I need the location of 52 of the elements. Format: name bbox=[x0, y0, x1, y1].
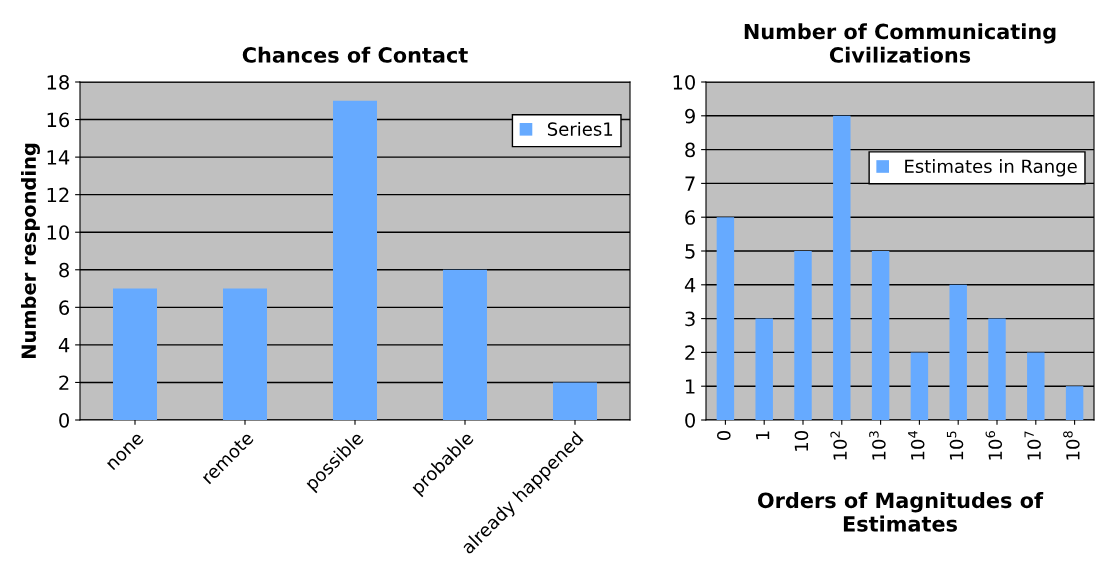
x-tick-label: 10$^{3}$ bbox=[869, 431, 886, 460]
y-tick-label: 8 bbox=[59, 262, 69, 278]
chart-title: Chances of Contact bbox=[242, 46, 468, 63]
y-tick-label: 14 bbox=[47, 150, 70, 165]
y-tick-label: 1 bbox=[686, 379, 695, 394]
y-tick-label: 7 bbox=[685, 176, 695, 191]
y-tick-label: 10 bbox=[673, 74, 695, 90]
y-tick-label: 4 bbox=[684, 278, 696, 293]
x-tick-label: 10$^{8}$ bbox=[1063, 431, 1080, 460]
x-tick-label: 10$^{7}$ bbox=[1024, 431, 1041, 460]
y-tick-label: 2 bbox=[59, 375, 69, 390]
y-tick-label: 0 bbox=[59, 412, 69, 428]
x-tick-label: 10$^{2}$ bbox=[830, 431, 847, 460]
x-tick-label: 10$^{4}$ bbox=[908, 431, 925, 460]
x-tick-label: 10 bbox=[794, 430, 809, 451]
x-tick-label: 10$^{6}$ bbox=[985, 431, 1003, 460]
y-tick-label: 3 bbox=[685, 311, 695, 327]
y-tick-label: 9 bbox=[685, 108, 695, 124]
bar bbox=[910, 352, 929, 420]
y-axis-title: Number responding bbox=[21, 143, 40, 359]
chart-title: Number of Communicating Civilizations bbox=[744, 23, 1056, 63]
y-tick-label: 0 bbox=[685, 412, 695, 428]
x-tick-label: 1 bbox=[756, 431, 770, 440]
y-tick-label: 5 bbox=[685, 244, 695, 259]
y-tick-label: 12 bbox=[47, 187, 69, 203]
legend-label: Series1 bbox=[547, 121, 613, 136]
x-tick-label: 0 bbox=[716, 430, 731, 441]
bar bbox=[949, 284, 967, 420]
y-tick-label: 16 bbox=[47, 112, 70, 128]
bar bbox=[716, 217, 735, 420]
y-tick-label: 10 bbox=[47, 225, 69, 240]
bar bbox=[1065, 386, 1084, 420]
bar bbox=[1027, 352, 1045, 420]
y-tick-label: 6 bbox=[685, 210, 696, 225]
bar bbox=[988, 318, 1006, 420]
bar bbox=[794, 251, 812, 420]
bar bbox=[333, 100, 377, 420]
y-tick-label: 8 bbox=[685, 142, 695, 158]
x-axis-title: Orders of Magnitudes of Estimates bbox=[757, 492, 1044, 532]
legend-label: Estimates in Range bbox=[905, 159, 1077, 177]
y-tick-label: 6 bbox=[59, 300, 70, 315]
bar bbox=[223, 288, 267, 420]
bar bbox=[113, 288, 157, 420]
y-tick-label: 18 bbox=[47, 74, 69, 90]
bar bbox=[871, 251, 890, 420]
y-tick-label: 4 bbox=[58, 338, 70, 353]
bar bbox=[755, 318, 773, 420]
bar bbox=[443, 269, 487, 420]
bar bbox=[833, 115, 851, 420]
y-tick-label: 2 bbox=[685, 345, 695, 360]
bar bbox=[553, 382, 597, 420]
x-tick-label: 10$^{5}$ bbox=[946, 431, 964, 460]
